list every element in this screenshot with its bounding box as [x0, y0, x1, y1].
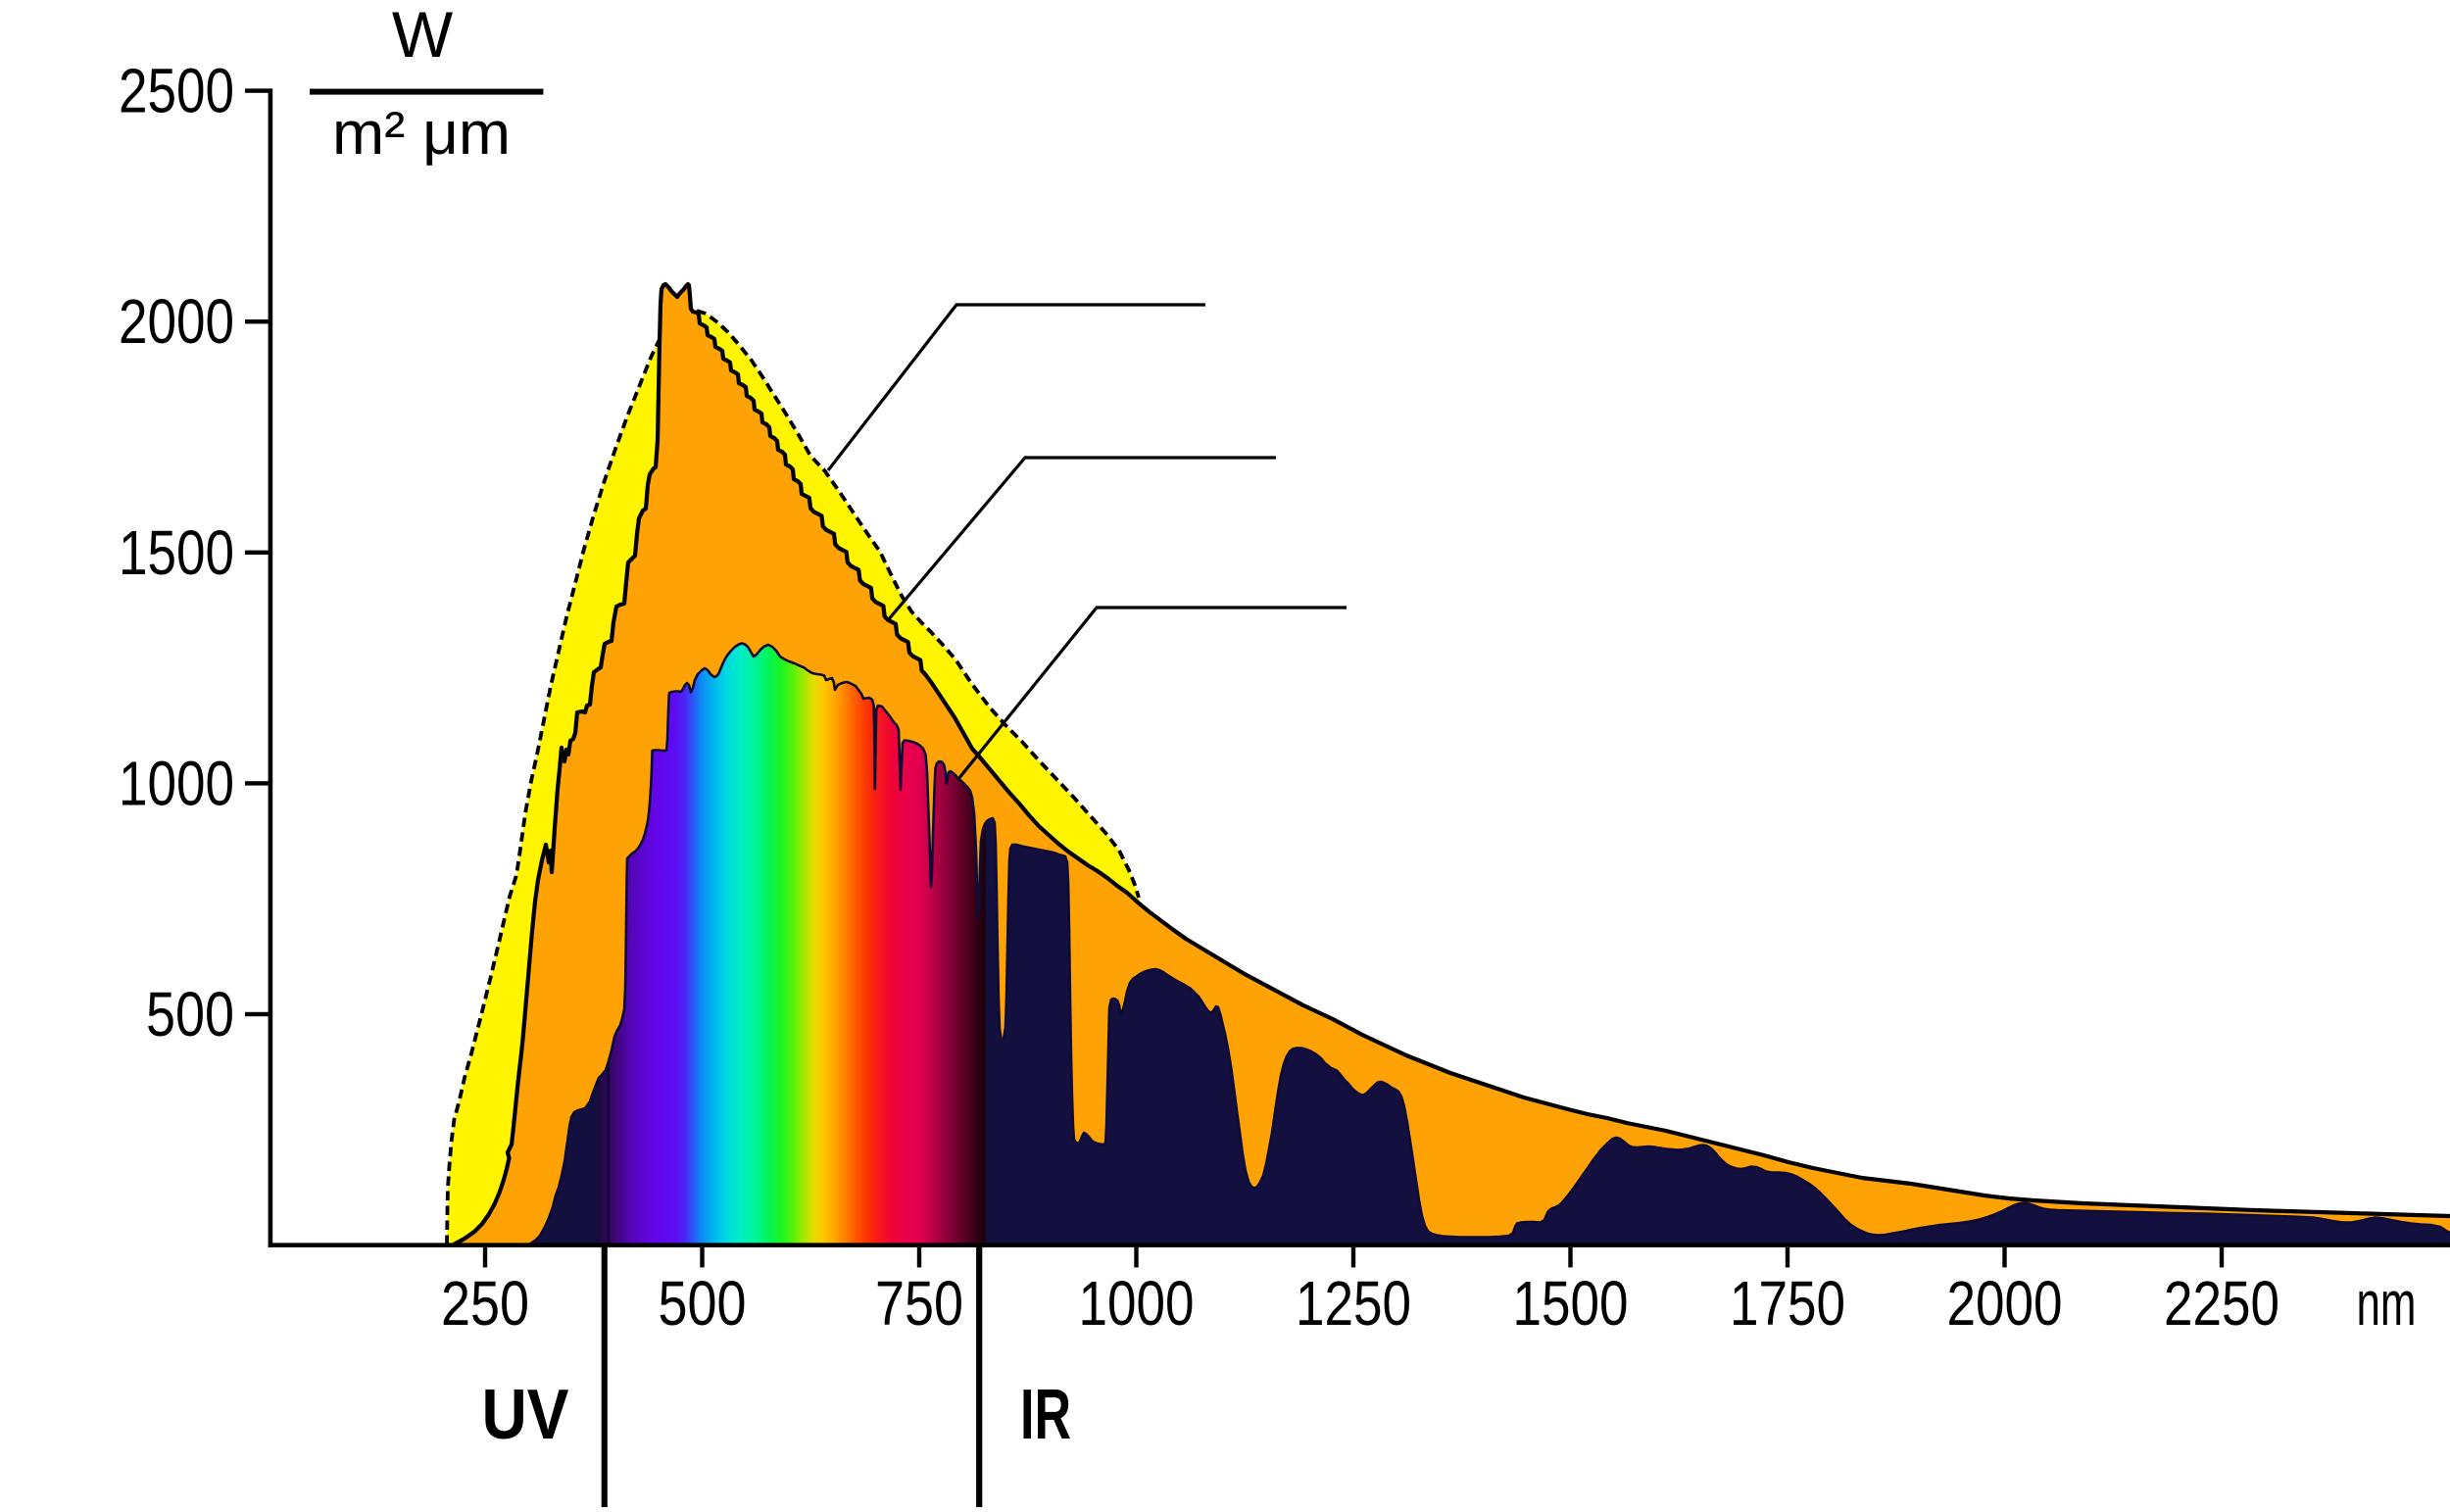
svg-text:2500: 2500 [119, 56, 234, 126]
svg-text:UV: UV [482, 1376, 569, 1454]
svg-text:nm: nm [2357, 1268, 2417, 1339]
svg-text:2000: 2000 [1947, 1268, 2063, 1339]
svg-text:IR: IR [1020, 1376, 1071, 1454]
svg-text:1500: 1500 [119, 517, 234, 588]
svg-text:1000: 1000 [119, 748, 234, 818]
svg-text:250: 250 [441, 1268, 529, 1339]
svg-text:m² μm: m² μm [332, 100, 511, 168]
svg-text:W: W [392, 0, 454, 71]
svg-text:1250: 1250 [1296, 1268, 1411, 1339]
svg-text:1750: 1750 [1730, 1268, 1845, 1339]
svg-text:2000: 2000 [119, 286, 234, 357]
svg-text:500: 500 [146, 979, 234, 1049]
svg-text:750: 750 [875, 1268, 963, 1339]
svg-text:2250: 2250 [2164, 1268, 2279, 1339]
svg-text:1500: 1500 [1513, 1268, 1629, 1339]
svg-text:500: 500 [659, 1268, 747, 1339]
svg-text:1000: 1000 [1079, 1268, 1195, 1339]
